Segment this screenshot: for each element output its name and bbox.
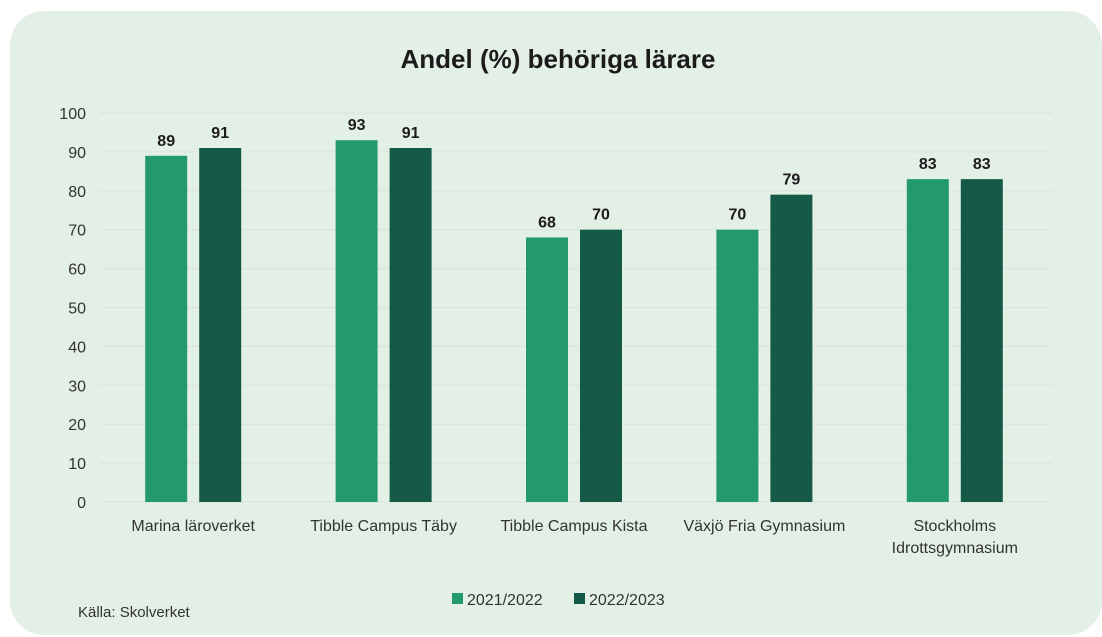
x-tick-label: Tibble Campus Täby <box>310 518 457 535</box>
legend-label: 2021/2022 <box>467 592 543 609</box>
bar <box>389 148 432 502</box>
data-label: 68 <box>538 214 556 231</box>
y-axis-ticks: 0 10 20 30 40 50 60 70 80 90 100 <box>59 106 86 512</box>
y-tick-label: 30 <box>68 378 86 395</box>
chart-title: Andel (%) behöriga lärare <box>401 44 716 74</box>
bar <box>580 229 622 502</box>
y-tick-label: 100 <box>59 106 86 123</box>
data-label: 91 <box>402 125 420 142</box>
bar <box>770 194 813 502</box>
x-tick-label: Marina läroverket <box>131 518 255 535</box>
data-label: 91 <box>211 125 229 142</box>
bar <box>199 148 242 502</box>
legend-swatch <box>452 593 463 604</box>
y-tick-label: 50 <box>68 301 86 318</box>
data-label: 70 <box>729 207 747 224</box>
data-labels: 89 91 93 91 68 70 70 79 83 83 <box>157 117 990 231</box>
gridlines <box>100 112 1052 503</box>
y-tick-label: 20 <box>68 417 86 434</box>
bar <box>335 140 378 503</box>
bar <box>906 179 949 502</box>
y-tick-label: 40 <box>68 339 86 356</box>
y-tick-label: 60 <box>68 262 86 279</box>
bars <box>145 140 1003 503</box>
data-label: 83 <box>919 156 937 173</box>
data-label: 83 <box>973 156 991 173</box>
x-axis-ticks: Marina läroverket Tibble Campus Täby Tibbl… <box>131 518 1018 557</box>
y-tick-label: 0 <box>77 495 86 512</box>
bar <box>960 179 1003 502</box>
y-tick-label: 90 <box>68 145 86 162</box>
data-label: 93 <box>348 117 366 134</box>
x-tick-label: Stockholms <box>913 518 996 535</box>
bar <box>526 237 568 503</box>
source-note: Källa: Skolverket <box>78 604 191 621</box>
data-label: 79 <box>783 172 801 189</box>
data-label: 70 <box>592 207 610 224</box>
y-tick-label: 80 <box>68 184 86 201</box>
legend: 2021/2022 2022/2023 <box>452 592 665 609</box>
y-tick-label: 70 <box>68 223 86 240</box>
bar <box>716 229 759 502</box>
bar <box>145 155 188 503</box>
x-tick-label: Tibble Campus Kista <box>500 518 647 535</box>
x-tick-label: Växjö Fria Gymnasium <box>683 518 845 535</box>
data-label: 89 <box>157 133 175 150</box>
legend-swatch <box>574 593 585 604</box>
legend-label: 2022/2023 <box>589 592 665 609</box>
x-tick-label: Idrottsgymnasium <box>892 540 1018 557</box>
y-tick-label: 10 <box>68 456 86 473</box>
